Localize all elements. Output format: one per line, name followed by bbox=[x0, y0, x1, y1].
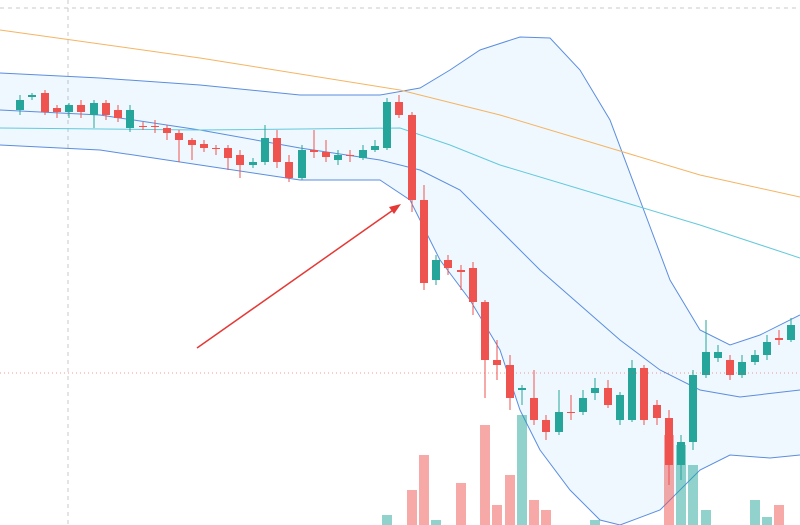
volume-bar bbox=[419, 455, 429, 525]
candle-body bbox=[41, 93, 49, 112]
arrow-line bbox=[196, 207, 397, 349]
candle-body bbox=[65, 105, 73, 112]
candle-body bbox=[787, 325, 795, 340]
candle-body bbox=[236, 155, 244, 165]
candle-body bbox=[212, 148, 220, 149]
candle-body bbox=[469, 268, 477, 302]
candle-body bbox=[200, 144, 208, 148]
candle-body bbox=[261, 138, 269, 162]
candle-body bbox=[579, 398, 587, 412]
volume-bar bbox=[750, 500, 760, 525]
band-middle bbox=[0, 109, 800, 398]
candle-body bbox=[285, 162, 293, 178]
candle-body bbox=[665, 418, 673, 465]
candle-body bbox=[383, 102, 391, 148]
candle-body bbox=[420, 200, 428, 283]
candle-body bbox=[481, 302, 489, 360]
band-upper bbox=[0, 36, 800, 346]
moving-average bbox=[0, 29, 800, 198]
candle-body bbox=[53, 108, 61, 112]
candle-body bbox=[763, 342, 771, 355]
candle-body bbox=[334, 155, 342, 160]
candle-body bbox=[126, 110, 134, 128]
candle-body bbox=[102, 103, 110, 115]
candle-body bbox=[359, 150, 367, 158]
candle-body bbox=[702, 352, 710, 375]
candle-body bbox=[714, 352, 722, 358]
candle-body bbox=[408, 115, 416, 200]
candle-body bbox=[188, 140, 196, 145]
candle-body bbox=[273, 138, 281, 162]
volume-bar bbox=[492, 505, 502, 525]
candle-body bbox=[567, 412, 575, 413]
volume-bar bbox=[688, 465, 698, 525]
candle-body bbox=[628, 368, 636, 420]
volume-bar bbox=[407, 490, 417, 525]
candle-body bbox=[518, 388, 526, 390]
candle-body bbox=[677, 442, 685, 465]
candle-body bbox=[249, 162, 257, 165]
volume-bar bbox=[517, 415, 527, 525]
candle-body bbox=[604, 388, 612, 405]
candle-body bbox=[175, 133, 183, 140]
candle-body bbox=[163, 128, 171, 133]
candle-body bbox=[16, 100, 24, 110]
candle-body bbox=[224, 148, 232, 158]
volume-bar bbox=[590, 520, 600, 525]
candle-body bbox=[591, 388, 599, 393]
candle-body bbox=[139, 126, 147, 127]
plot bbox=[0, 29, 800, 525]
annotation-arrow bbox=[196, 204, 401, 349]
candle-body bbox=[689, 375, 697, 442]
candle-body bbox=[28, 95, 36, 97]
candle-body bbox=[616, 395, 624, 420]
candle-body bbox=[530, 398, 538, 420]
volume-bar bbox=[505, 475, 515, 525]
candle-body bbox=[444, 260, 452, 268]
candle-body bbox=[322, 152, 330, 157]
candle-body bbox=[346, 155, 354, 156]
volume-bar bbox=[480, 425, 490, 525]
candle-body bbox=[493, 360, 501, 365]
candle-body bbox=[77, 105, 85, 112]
candle-body bbox=[775, 338, 783, 340]
candle-body bbox=[751, 355, 759, 362]
candle-body bbox=[90, 103, 98, 115]
candle-body bbox=[653, 405, 661, 418]
candle-body bbox=[555, 412, 563, 432]
band-lower bbox=[0, 144, 800, 525]
volume-bar bbox=[701, 510, 711, 525]
candle-body bbox=[542, 420, 550, 432]
volume-bar bbox=[541, 510, 551, 525]
candle-body bbox=[506, 365, 514, 398]
candle-body bbox=[114, 110, 122, 118]
candle-body bbox=[432, 260, 440, 280]
candle-body bbox=[151, 126, 159, 127]
volume-bar bbox=[431, 520, 441, 525]
volume-bar bbox=[456, 483, 466, 525]
candle-body bbox=[395, 102, 403, 115]
candle-body bbox=[371, 146, 379, 150]
candle-body bbox=[457, 270, 465, 272]
arrow-head bbox=[389, 204, 401, 214]
candle-body bbox=[726, 360, 734, 375]
band-fill bbox=[0, 37, 800, 525]
candle-body bbox=[310, 150, 318, 152]
candle-body bbox=[298, 150, 306, 178]
volume-bar bbox=[529, 500, 539, 525]
candle-body bbox=[738, 362, 746, 375]
volume-bar bbox=[676, 445, 686, 525]
moving-average bbox=[0, 127, 800, 259]
volume-bar bbox=[382, 515, 392, 525]
candle-body bbox=[640, 368, 648, 420]
volume-bar bbox=[774, 505, 784, 525]
volume-bar bbox=[762, 517, 772, 525]
